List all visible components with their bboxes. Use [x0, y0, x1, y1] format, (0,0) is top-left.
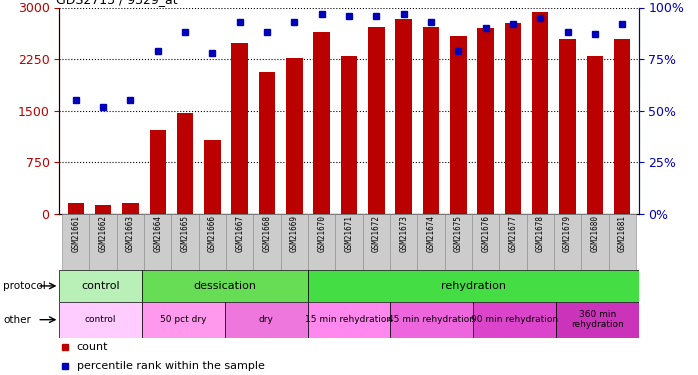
Text: GSM21670: GSM21670 [317, 215, 326, 252]
Bar [149, 130, 166, 214]
Text: GSM21661: GSM21661 [71, 215, 80, 252]
Bar [614, 39, 630, 214]
Text: GSM21678: GSM21678 [536, 215, 545, 252]
Text: GSM21664: GSM21664 [153, 215, 162, 252]
Text: protocol: protocol [3, 281, 46, 291]
Bar [445, 214, 472, 270]
Bar [253, 214, 281, 270]
Text: count: count [77, 342, 108, 352]
Text: GDS2713 / 9329_at: GDS2713 / 9329_at [57, 0, 178, 6]
Text: GSM21680: GSM21680 [591, 215, 600, 252]
Text: 15 min rehydration: 15 min rehydration [306, 315, 392, 324]
Text: GSM21673: GSM21673 [399, 215, 408, 252]
Bar [335, 214, 363, 270]
Text: rehydration: rehydration [440, 281, 505, 291]
Bar [532, 12, 549, 214]
Bar [390, 302, 473, 338]
Bar [396, 18, 412, 214]
Text: GSM21671: GSM21671 [345, 215, 353, 252]
Bar [472, 214, 499, 270]
Bar [363, 214, 390, 270]
Text: 45 min rehydration: 45 min rehydration [388, 315, 475, 324]
Text: GSM21666: GSM21666 [208, 215, 217, 252]
Bar [142, 270, 308, 302]
Text: GSM21681: GSM21681 [618, 215, 627, 252]
Text: GSM21662: GSM21662 [98, 215, 107, 252]
Bar [226, 214, 253, 270]
Text: GSM21674: GSM21674 [426, 215, 436, 252]
Bar [259, 72, 275, 214]
Text: GSM21675: GSM21675 [454, 215, 463, 252]
Bar [172, 214, 199, 270]
Bar [308, 214, 335, 270]
Text: dry: dry [259, 315, 274, 324]
Bar [62, 214, 89, 270]
Bar [368, 27, 385, 214]
Bar [308, 270, 639, 302]
Bar [59, 302, 142, 338]
Bar [199, 214, 226, 270]
Bar [308, 302, 390, 338]
Bar [313, 32, 330, 214]
Bar [89, 214, 117, 270]
Text: percentile rank within the sample: percentile rank within the sample [77, 361, 265, 370]
Text: control: control [82, 281, 120, 291]
Text: GSM21677: GSM21677 [508, 215, 517, 252]
Bar [450, 36, 466, 214]
Text: GSM21668: GSM21668 [262, 215, 272, 252]
Bar [556, 302, 639, 338]
Bar [142, 302, 225, 338]
Bar [609, 214, 636, 270]
Bar [281, 214, 308, 270]
Bar [232, 43, 248, 214]
Text: GSM21676: GSM21676 [481, 215, 490, 252]
Bar [526, 214, 554, 270]
Bar [68, 203, 84, 214]
Bar [205, 140, 221, 214]
Bar [117, 214, 144, 270]
Bar [390, 214, 417, 270]
Text: other: other [3, 315, 31, 325]
Text: GSM21665: GSM21665 [181, 215, 190, 252]
Bar [177, 112, 193, 214]
Bar [554, 214, 581, 270]
Text: GSM21672: GSM21672 [372, 215, 381, 252]
Bar [473, 302, 556, 338]
Text: 90 min rehydration: 90 min rehydration [471, 315, 558, 324]
Bar [286, 58, 302, 214]
Bar [95, 206, 111, 214]
Text: 50 pct dry: 50 pct dry [161, 315, 207, 324]
Bar [505, 22, 521, 214]
Bar [499, 214, 526, 270]
Text: control: control [85, 315, 117, 324]
Text: GSM21669: GSM21669 [290, 215, 299, 252]
Bar [144, 214, 172, 270]
Text: dessication: dessication [193, 281, 256, 291]
Bar [122, 203, 139, 214]
Bar [559, 39, 576, 214]
Text: GSM21679: GSM21679 [563, 215, 572, 252]
Text: GSM21663: GSM21663 [126, 215, 135, 252]
Bar [341, 56, 357, 214]
Bar [477, 28, 493, 214]
Text: 360 min
rehydration: 360 min rehydration [571, 310, 624, 329]
Bar [417, 214, 445, 270]
Text: GSM21667: GSM21667 [235, 215, 244, 252]
Bar [225, 302, 308, 338]
Bar [59, 270, 142, 302]
Bar [581, 214, 609, 270]
Bar [423, 27, 439, 214]
Bar [587, 56, 603, 214]
